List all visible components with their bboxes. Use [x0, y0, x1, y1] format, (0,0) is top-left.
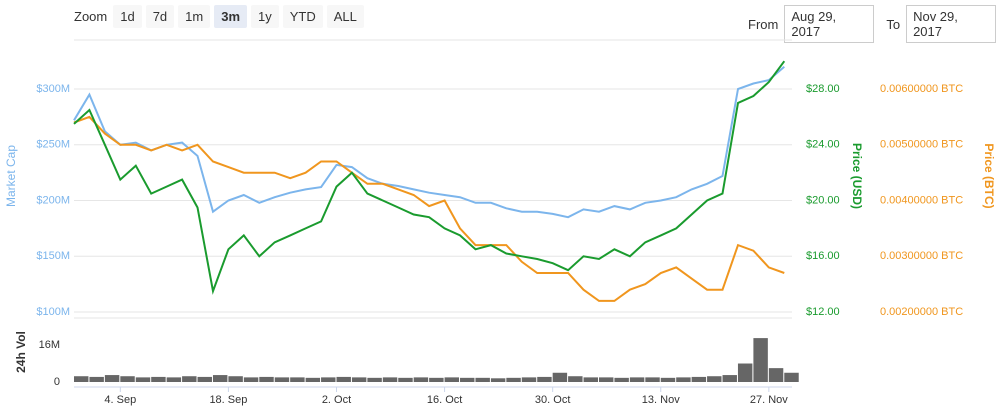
- to-label: To: [886, 16, 901, 32]
- zoom-button[interactable]: YTD: [282, 5, 323, 28]
- y-tick-label: $150M: [36, 250, 70, 262]
- zoom-button[interactable]: 1y: [251, 5, 279, 28]
- x-tick-label: 27. Nov: [750, 394, 788, 406]
- volume-bar: [182, 376, 197, 382]
- y-tick-label: $20.00: [806, 194, 840, 206]
- y-tick-label: $12.00: [806, 306, 840, 318]
- series-line: [73, 60, 786, 295]
- volume-bar: [305, 377, 321, 382]
- x-tick-label: 16. Oct: [427, 394, 462, 406]
- y-tick-label: $16.00: [806, 250, 840, 262]
- y-tick-label: 16M: [39, 339, 60, 351]
- y-tick-label: $300M: [36, 83, 70, 95]
- volume-bar: [598, 377, 614, 382]
- volume-bar: [89, 376, 104, 382]
- x-tick-label: 4. Sep: [104, 394, 136, 406]
- volume-bar: [259, 376, 274, 382]
- volume-bar: [212, 375, 228, 382]
- volume-bar: [321, 377, 336, 382]
- volume-bar: [737, 363, 753, 382]
- volume-bar: [197, 376, 212, 382]
- volume-bar: [135, 377, 151, 382]
- zoom-button[interactable]: 1d: [113, 5, 142, 28]
- zoom-button[interactable]: 7d: [145, 5, 175, 28]
- volume-bar: [120, 376, 135, 382]
- volume-bar: [552, 372, 568, 382]
- volume-bar: [274, 377, 290, 382]
- range-controls: From Aug 29, 2017 To Nov 29, 2017: [748, 5, 997, 43]
- volume-bar: [784, 372, 799, 382]
- volume-bar: [475, 377, 490, 382]
- zoom-button[interactable]: 1m: [178, 5, 211, 28]
- y-tick-label: $200M: [36, 194, 70, 206]
- x-tick-label: 30. Oct: [535, 394, 570, 406]
- volume-bar: [290, 377, 305, 382]
- volume-bar: [768, 368, 784, 382]
- volume-bar: [460, 377, 475, 382]
- x-tick-label: 13. Nov: [642, 394, 680, 406]
- volume-bar: [676, 377, 691, 382]
- volume-bar: [583, 377, 598, 382]
- y-tick-label: $250M: [36, 139, 70, 151]
- volume-bar: [74, 376, 89, 382]
- volume-bar: [490, 378, 506, 382]
- y-tick-label: $100M: [36, 306, 70, 318]
- volume-bar: [351, 377, 367, 382]
- volume-bar: [645, 377, 660, 382]
- zoom-controls: Zoom 1d 7d 1m 3m 1y YTD ALL: [74, 5, 364, 28]
- from-label: From: [748, 16, 779, 32]
- volume-bar: [614, 377, 629, 382]
- y-tick-label: $24.00: [806, 139, 840, 151]
- y-tick-label: 0.00500000 BTC: [880, 139, 963, 151]
- volume-bar: [444, 377, 460, 382]
- volume-bar: [151, 376, 166, 382]
- axis-title: Market Cap: [4, 145, 18, 207]
- volume-bar: [629, 377, 645, 382]
- volume-bar: [722, 375, 737, 382]
- zoom-button[interactable]: 3m: [214, 5, 248, 28]
- to-input[interactable]: Nov 29, 2017: [906, 5, 997, 43]
- zoom-buttons: 1d 7d 1m 3m 1y YTD ALL: [113, 5, 364, 28]
- y-tick-label: 0.00300000 BTC: [880, 250, 963, 262]
- volume-bar: [753, 338, 768, 382]
- axis-title: Price (USD): [850, 143, 864, 209]
- volume-bar: [413, 377, 429, 382]
- series-line: [73, 115, 785, 302]
- volume-bar: [429, 377, 444, 382]
- axis-title: 24h Vol: [14, 331, 28, 373]
- volume-bar: [660, 377, 676, 382]
- axis-title: Price (BTC): [982, 143, 996, 208]
- volume-bar: [228, 376, 243, 382]
- volume-bar: [691, 376, 707, 382]
- volume-bar: [336, 376, 351, 382]
- volume-bar: [367, 377, 382, 382]
- y-tick-label: 0: [54, 376, 60, 388]
- x-tick-label: 2. Oct: [322, 394, 351, 406]
- volume-bar: [521, 377, 537, 382]
- from-input[interactable]: Aug 29, 2017: [784, 5, 875, 43]
- y-tick-label: 0.00200000 BTC: [880, 306, 963, 318]
- volume-bar: [537, 376, 552, 382]
- volume-bar: [707, 376, 722, 382]
- volume-bar: [506, 377, 521, 382]
- zoom-button[interactable]: ALL: [326, 5, 364, 28]
- series-line: [73, 66, 785, 219]
- x-tick-label: 18. Sep: [209, 394, 247, 406]
- volume-bar: [243, 377, 259, 382]
- volume-bar: [382, 377, 398, 382]
- y-tick-label: 0.00600000 BTC: [880, 83, 963, 95]
- zoom-label: Zoom: [74, 9, 108, 24]
- volume-bar: [398, 377, 413, 382]
- volume-bar: [166, 377, 182, 382]
- volume-bar: [104, 375, 120, 382]
- volume-bar: [568, 376, 583, 382]
- y-tick-label: 0.00400000 BTC: [880, 194, 963, 206]
- y-tick-label: $28.00: [806, 83, 840, 95]
